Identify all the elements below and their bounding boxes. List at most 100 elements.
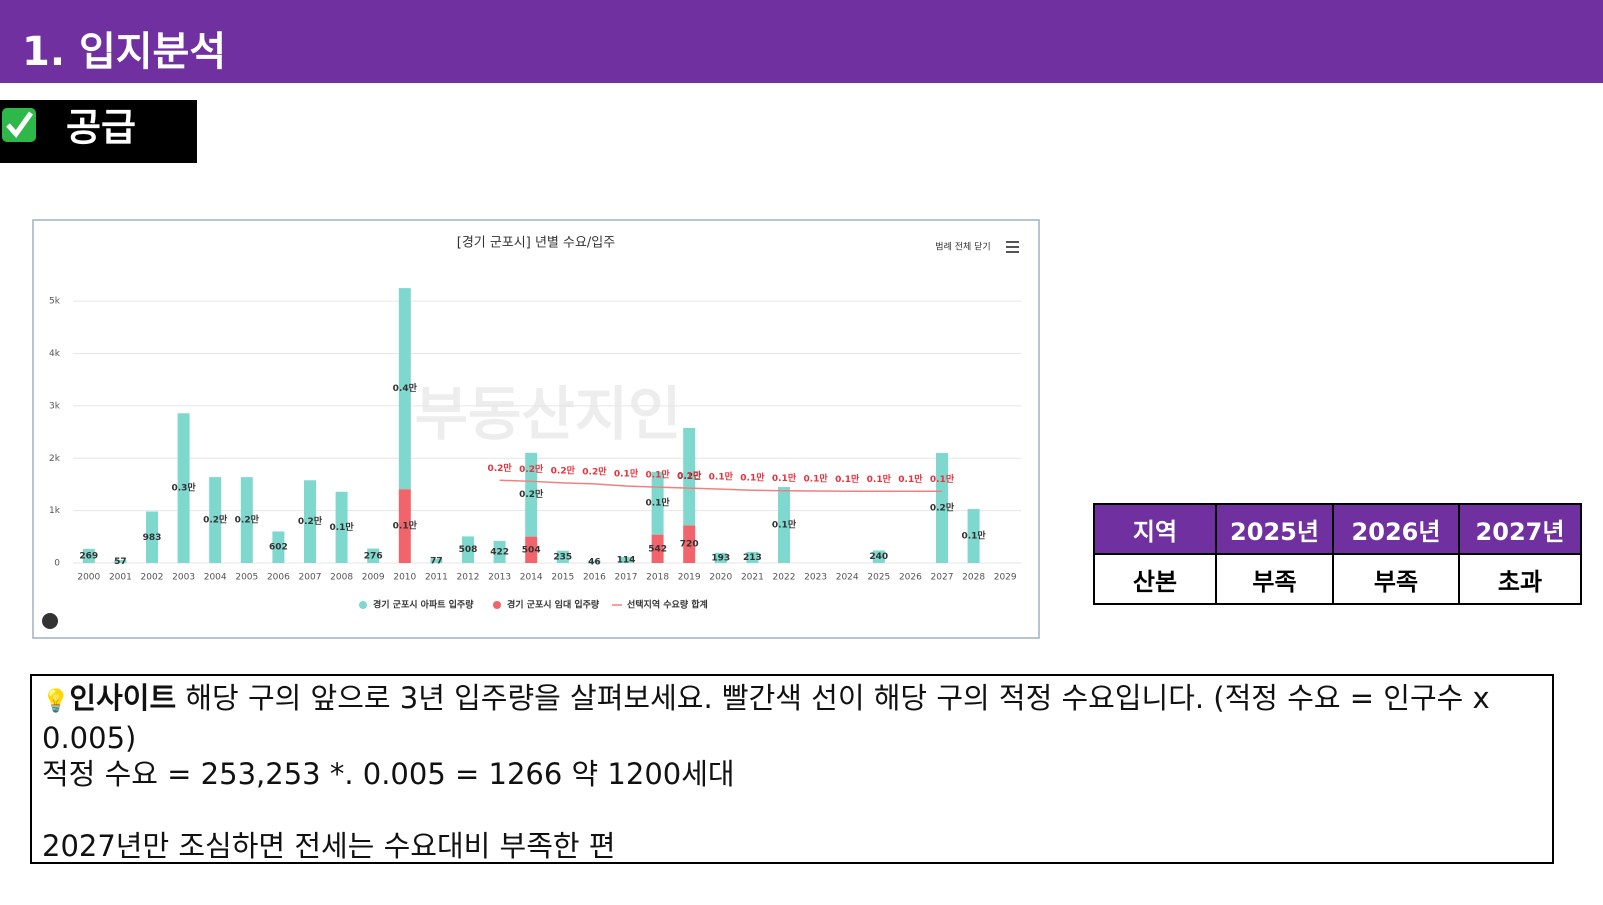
x-tick-label: 2008 [330,573,353,583]
table-row: 지역 2025년 2026년 2027년 [1093,503,1582,555]
data-label: 193 [711,553,730,563]
logo [42,613,58,629]
line-label: 0.1만 [898,473,923,485]
bar-segment [493,540,506,563]
table-cell: 부족 [1215,553,1334,605]
line-label: 0.1만 [614,468,639,480]
bar-segment [146,511,158,563]
line-label: 0.1만 [835,473,860,485]
bar-segment [651,534,664,563]
x-tick-label: 2012 [457,573,480,583]
menu-icon[interactable] [1006,241,1019,253]
watermark: 부동산지인 [415,380,682,448]
line-label: 0.1만 [709,471,734,483]
insight-line: 적정 수요 = 253,253 *. 0.005 = 1266 약 1200세대 [42,756,1542,792]
table-cell: 2026년 [1332,503,1460,555]
line-label: 0.1만 [645,469,670,481]
x-tick-label: 2025 [867,573,890,583]
x-tick-label: 2020 [709,573,732,583]
y-tick-label: 4k [49,349,61,359]
bar-segment [714,552,727,563]
y-tick-label: 0 [54,559,60,569]
bar-segment [588,560,601,563]
bar-segment [304,480,316,563]
check-mark [6,111,34,139]
line-label: 0.2만 [487,462,512,474]
data-label: 0.1만 [329,521,354,533]
bar-segment [872,550,885,563]
x-tick-label: 2029 [994,573,1017,583]
x-tick-label: 2004 [204,573,227,583]
line-label: 0.2만 [519,463,544,475]
bar-segment [620,557,632,563]
line-label: 0.1만 [740,472,765,484]
data-label: 0.2만 [677,470,702,482]
table-cell: 산본 [1093,553,1217,605]
bar-segment [114,560,127,563]
table-cell: 2025년 [1215,503,1334,555]
table-row: 산본 부족 부족 초과 [1093,553,1582,605]
legend-label: 경기 군포시 아파트 입주량 [373,599,474,611]
legend-toggle[interactable]: 범례 전체 닫기 [935,241,990,253]
bar-segment [430,558,443,563]
y-tick-label: 2k [49,454,61,464]
x-tick-label: 2026 [899,573,922,583]
data-label: 0.2만 [298,515,323,527]
bar-segment [525,536,538,563]
bar-segment [82,548,95,563]
data-label: 235 [553,552,572,562]
chart-frame [32,219,1040,639]
data-label: 0.4만 [393,382,418,394]
line-label: 0.1만 [772,472,797,484]
data-label: 269 [79,551,98,561]
data-label: 508 [459,545,478,555]
data-label: 213 [743,553,762,563]
bar-segment [683,525,696,563]
x-tick-label: 2013 [488,573,511,583]
data-label: 422 [490,547,509,557]
x-tick-label: 2009 [362,573,385,583]
data-label: 0.2만 [203,514,228,526]
data-label: 983 [143,533,162,543]
data-label: 77 [430,556,443,566]
x-tick-label: 2024 [836,573,859,583]
x-tick-label: 2006 [267,573,290,583]
header-bar [0,0,1603,83]
bar-segment [398,288,411,490]
x-tick-label: 2023 [804,573,827,583]
line-label: 0.1만 [677,470,702,482]
line-label: 0.1만 [867,473,892,485]
data-label: 0.1만 [961,530,986,542]
y-tick-label: 3k [49,401,61,411]
data-label: 276 [364,551,383,561]
slide: 1. 입지분석 공급 [경기 군포시] 년별 수요/입주 범례 전체 닫기 부동… [0,0,1603,639]
demand-line [499,479,942,493]
data-label: 602 [269,543,288,553]
x-tick-label: 2015 [551,573,574,583]
x-tick-label: 2027 [931,573,954,583]
x-tick-label: 2018 [646,573,669,583]
x-tick-label: 2001 [109,573,132,583]
x-tick-label: 2022 [773,573,796,583]
x-tick-label: 2010 [393,573,416,583]
bar-segment [240,477,253,563]
x-tick-label: 2000 [77,573,100,583]
legend-label: 선택지역 수요량 합계 [627,599,708,611]
summary-table: 지역 2025년 2026년 2027년 산본 부족 부족 초과 [1093,503,1582,605]
data-label: 114 [617,556,636,566]
table-cell: 초과 [1458,553,1582,605]
data-label: 0.3만 [171,482,196,494]
legend-symbol [359,601,367,609]
header-title: 1. 입지분석 [22,29,226,75]
insight-box: 💡인사이트 해당 구의 앞으로 3년 입주량을 살펴보세요. 빨간색 선이 해당… [30,674,1554,864]
section-label: 공급 [66,106,136,150]
insight-text: 2027년만 조심하면 전세는 수요대비 부족한 편 [42,829,616,863]
data-label: 542 [648,544,667,554]
x-tick-label: 2019 [678,573,701,583]
x-tick-label: 2005 [235,573,258,583]
bar-segment [525,452,538,537]
bar-segment [936,453,948,563]
legend-symbol [493,601,501,609]
data-label: 240 [869,552,888,562]
legend-label: 경기 군포시 임대 입주량 [507,599,600,611]
